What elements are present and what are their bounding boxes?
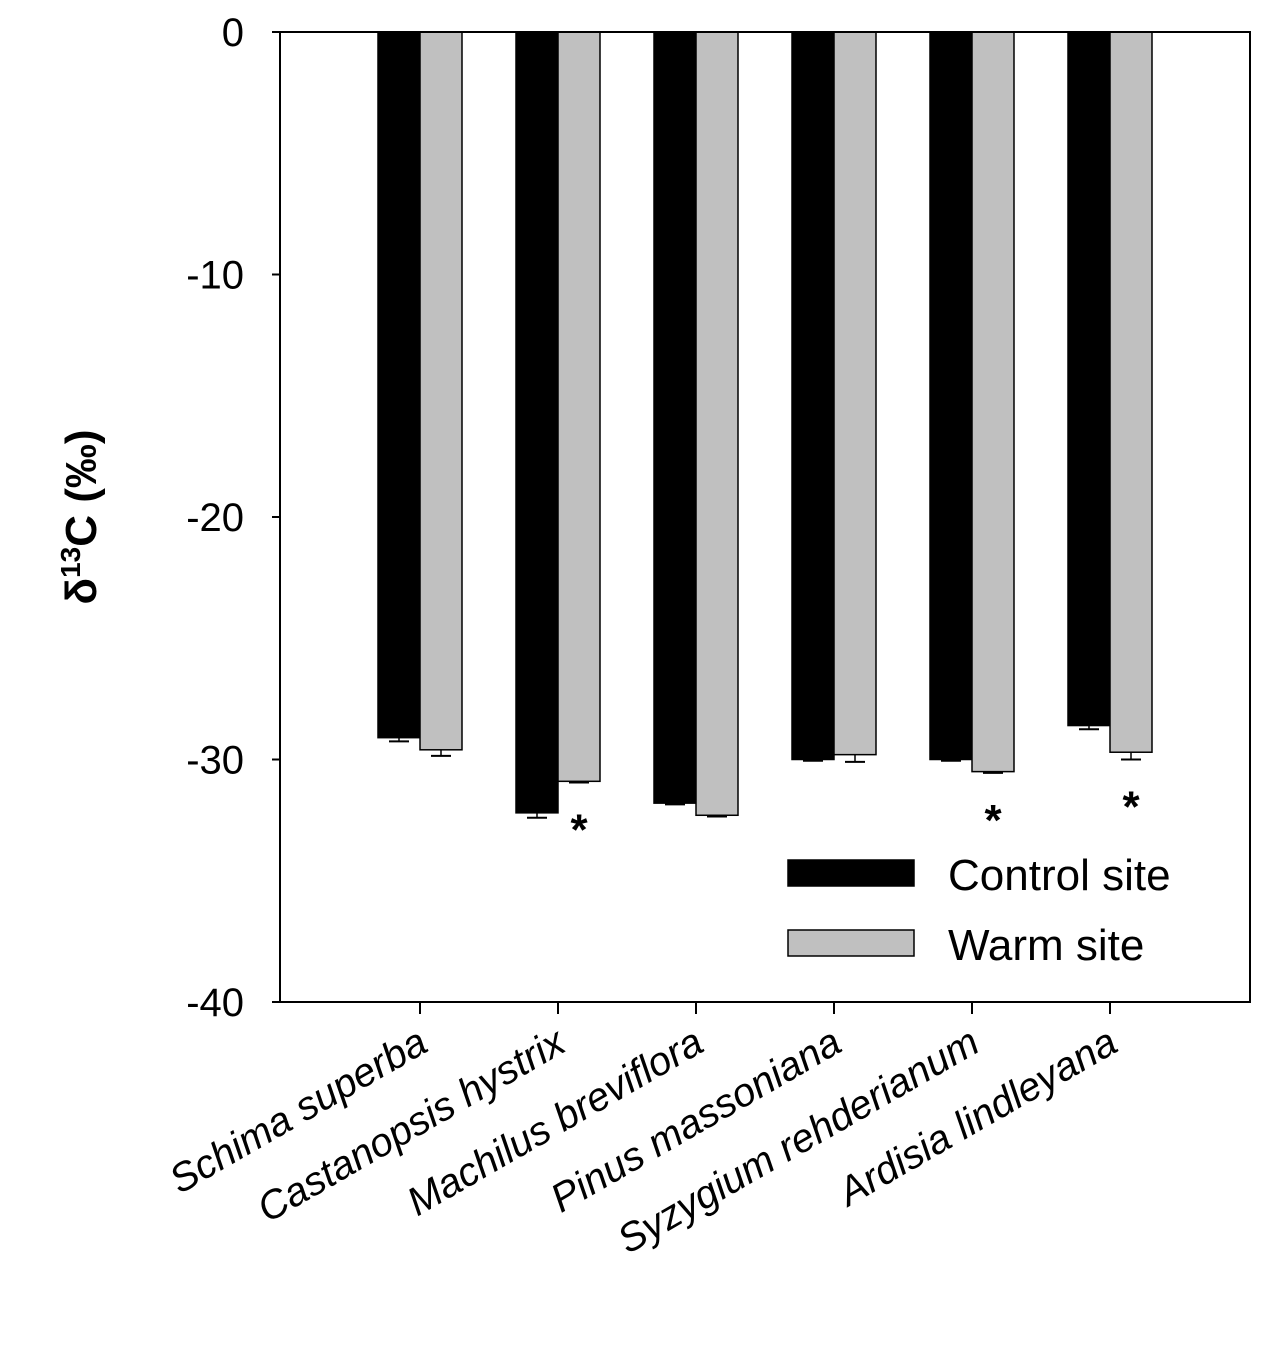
y-axis-title-prefix: δ (57, 578, 106, 605)
legend-label-0: Control site (948, 851, 1171, 900)
y-axis-title: δ13C (‰) (55, 429, 106, 604)
y-tick-label-0: 0 (222, 11, 244, 55)
bar-warm-3 (833, 31, 877, 756)
y-tick-label-1: -10 (186, 254, 244, 298)
legend-swatch-0 (787, 859, 915, 887)
bar-warm-0 (419, 31, 463, 751)
legend-label-1: Warm site (948, 921, 1144, 970)
bar-control-2 (653, 31, 697, 804)
y-tick-label-4: -40 (186, 981, 244, 1025)
y-axis-title-superscript: 13 (55, 547, 86, 578)
significance-star-2: * (1122, 783, 1140, 832)
bar-control-5 (1067, 31, 1111, 727)
y-axis-title-suffix: C (‰) (57, 429, 106, 546)
bar-control-4 (929, 31, 973, 761)
bar-warm-1 (557, 31, 601, 783)
y-tick-label-3: -30 (186, 739, 244, 783)
bar-warm-4 (971, 31, 1015, 773)
bar-warm-2 (695, 31, 739, 817)
bar-control-3 (791, 31, 835, 761)
bar-control-0 (377, 31, 421, 739)
legend: Control site Warm site (787, 851, 1171, 970)
significance-star-1: * (984, 796, 1002, 845)
bar-control-1 (515, 31, 559, 814)
significance-star-0: * (570, 806, 588, 855)
y-axis-label: δ13C (‰) (55, 429, 106, 604)
bars: * * * (377, 31, 1153, 855)
legend-swatch-1 (787, 929, 915, 957)
bar-warm-5 (1109, 31, 1153, 753)
y-tick-label-2: -20 (186, 496, 244, 540)
